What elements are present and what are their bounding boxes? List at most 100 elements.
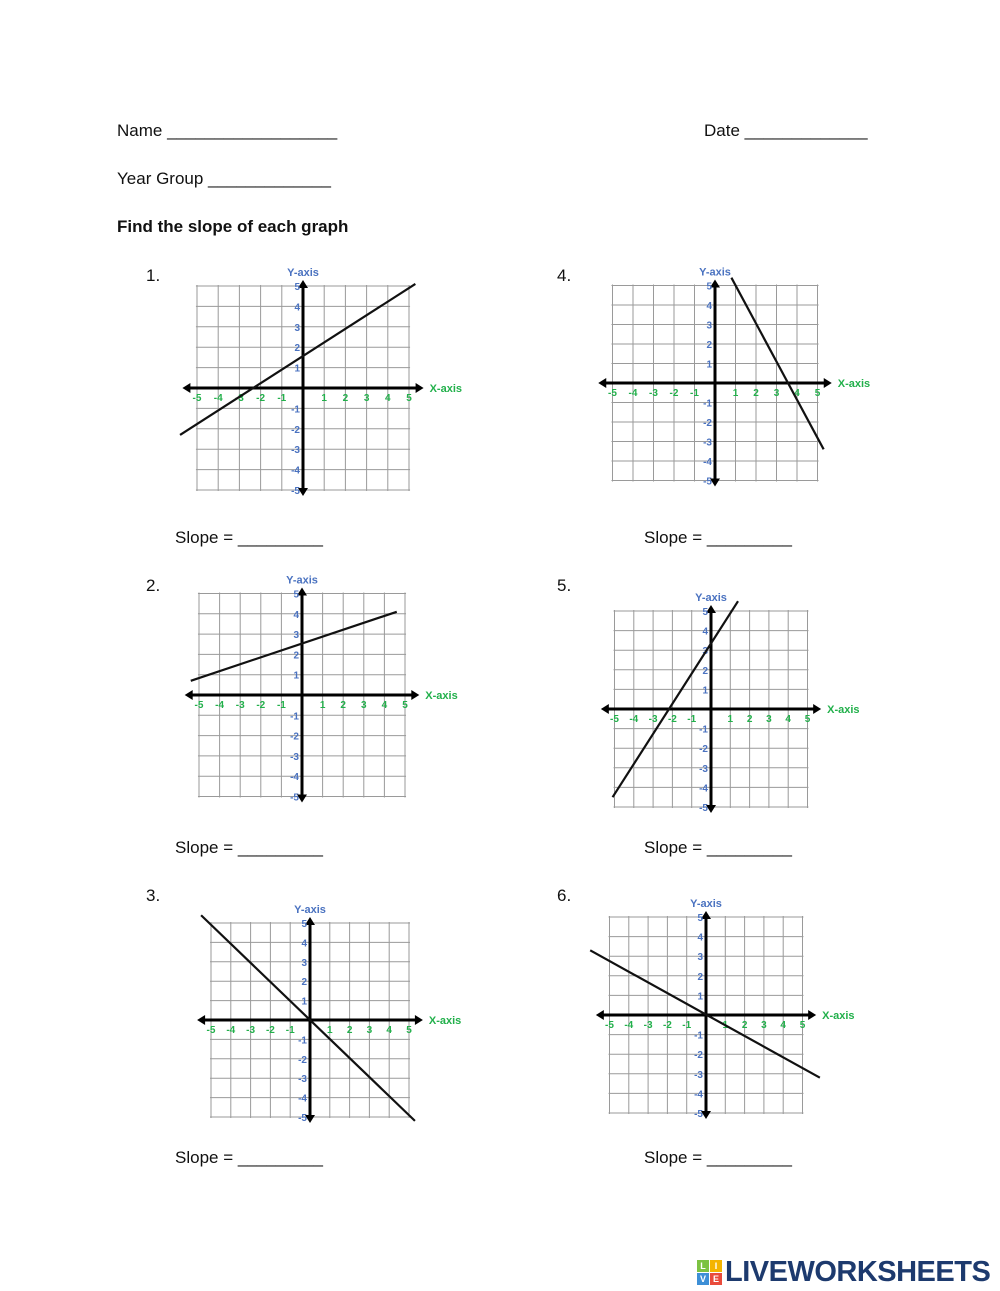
y-tick-label: -3: [291, 445, 300, 456]
y-tick-label: 3: [301, 958, 307, 969]
y-tick-label: -3: [699, 764, 708, 775]
y-axis-up-arrow-icon: [298, 279, 308, 288]
y-tick-label: 3: [294, 323, 300, 334]
y-tick-label: -1: [290, 711, 299, 722]
y-tick-label: -3: [298, 1074, 307, 1085]
y-tick-label: 4: [293, 610, 299, 621]
x-axis-left-arrow-icon: [598, 378, 607, 388]
y-tick-label: -4: [703, 457, 712, 468]
y-axis-down-arrow-icon: [305, 1114, 315, 1123]
y-tick-label: -2: [291, 425, 300, 436]
y-axis-label: Y-axis: [699, 267, 731, 279]
x-tick-label: -2: [266, 1025, 275, 1036]
y-axis-down-arrow-icon: [297, 794, 307, 803]
slope-answer-field[interactable]: Slope = _________: [644, 1148, 792, 1167]
y-tick-label: -2: [699, 744, 708, 755]
x-tick-label: -1: [277, 393, 286, 404]
y-axis-label: Y-axis: [287, 267, 319, 279]
y-axis-up-arrow-icon: [710, 279, 720, 288]
y-tick-label: 5: [706, 282, 712, 293]
x-axis-left-arrow-icon: [182, 383, 191, 393]
x-axis-right-arrow-icon: [823, 378, 832, 388]
x-tick-label: -1: [682, 1020, 691, 1031]
x-tick-label: 1: [320, 700, 326, 711]
x-tick-label: -4: [629, 388, 638, 399]
x-tick-label: 3: [364, 393, 370, 404]
y-tick-label: 5: [301, 919, 307, 930]
question-number: 3.: [146, 886, 161, 905]
y-tick-label: 3: [706, 321, 712, 332]
y-tick-label: 5: [293, 590, 299, 601]
y-tick-label: 3: [697, 952, 703, 963]
y-tick-label: -2: [703, 418, 712, 429]
slope-answer-field[interactable]: Slope = _________: [175, 838, 323, 857]
y-tick-label: -5: [703, 477, 712, 488]
slope-answer-field[interactable]: Slope = _________: [644, 528, 792, 547]
x-tick-label: 4: [785, 714, 791, 725]
y-tick-label: -1: [291, 404, 300, 415]
x-tick-label: -5: [610, 714, 619, 725]
x-tick-label: -5: [608, 388, 617, 399]
x-tick-label: -5: [207, 1025, 216, 1036]
y-tick-label: -3: [703, 438, 712, 449]
y-tick-label: 1: [702, 685, 708, 696]
y-tick-label: -5: [298, 1113, 307, 1124]
y-tick-label: 2: [293, 650, 299, 661]
x-axis-left-arrow-icon: [595, 1010, 604, 1020]
x-tick-label: 3: [774, 388, 780, 399]
x-tick-label: 4: [382, 700, 388, 711]
x-tick-label: -4: [624, 1020, 633, 1031]
y-axis-down-arrow-icon: [710, 478, 720, 487]
y-tick-label: -1: [694, 1031, 703, 1042]
y-tick-label: -5: [290, 793, 299, 804]
x-tick-label: 4: [780, 1020, 786, 1031]
y-tick-label: 2: [706, 340, 712, 351]
y-tick-label: 5: [697, 913, 703, 924]
y-axis-up-arrow-icon: [701, 911, 711, 920]
y-tick-label: 4: [706, 301, 712, 312]
question-number: 2.: [146, 576, 161, 595]
x-tick-label: -1: [286, 1025, 295, 1036]
y-axis-up-arrow-icon: [297, 587, 307, 596]
x-axis-left-arrow-icon: [184, 690, 193, 700]
y-tick-label: 1: [294, 364, 300, 375]
x-tick-label: 2: [753, 388, 759, 399]
graph-line: [730, 277, 825, 450]
y-tick-label: -3: [290, 752, 299, 763]
x-tick-label: -3: [235, 393, 244, 404]
y-tick-label: -5: [291, 486, 300, 497]
y-tick-label: 4: [697, 933, 703, 944]
x-tick-label: -4: [214, 393, 223, 404]
x-tick-label: 2: [347, 1025, 353, 1036]
x-tick-label: 1: [733, 388, 739, 399]
x-tick-label: 5: [406, 1025, 412, 1036]
y-axis-up-arrow-icon: [305, 917, 315, 926]
x-axis-label: X-axis: [430, 383, 462, 395]
x-tick-label: 5: [402, 700, 408, 711]
x-tick-label: 5: [805, 714, 811, 725]
y-tick-label: 4: [301, 938, 307, 949]
slope-answer-field[interactable]: Slope = _________: [175, 1148, 323, 1167]
y-tick-label: 2: [301, 977, 307, 988]
y-tick-label: -1: [699, 725, 708, 736]
slope-answer-field[interactable]: Slope = _________: [175, 528, 323, 547]
y-axis-down-arrow-icon: [298, 488, 308, 497]
y-axis-down-arrow-icon: [706, 804, 716, 813]
y-tick-label: -2: [694, 1050, 703, 1061]
x-tick-label: -4: [629, 714, 638, 725]
slope-answer-field[interactable]: Slope = _________: [644, 838, 792, 857]
x-tick-label: 2: [747, 714, 753, 725]
graph-line: [179, 283, 416, 436]
y-tick-label: 1: [301, 997, 307, 1008]
x-tick-label: -3: [649, 714, 658, 725]
x-tick-label: 3: [761, 1020, 767, 1031]
y-tick-label: 3: [293, 630, 299, 641]
x-tick-label: -5: [193, 393, 202, 404]
x-axis-right-arrow-icon: [411, 690, 420, 700]
